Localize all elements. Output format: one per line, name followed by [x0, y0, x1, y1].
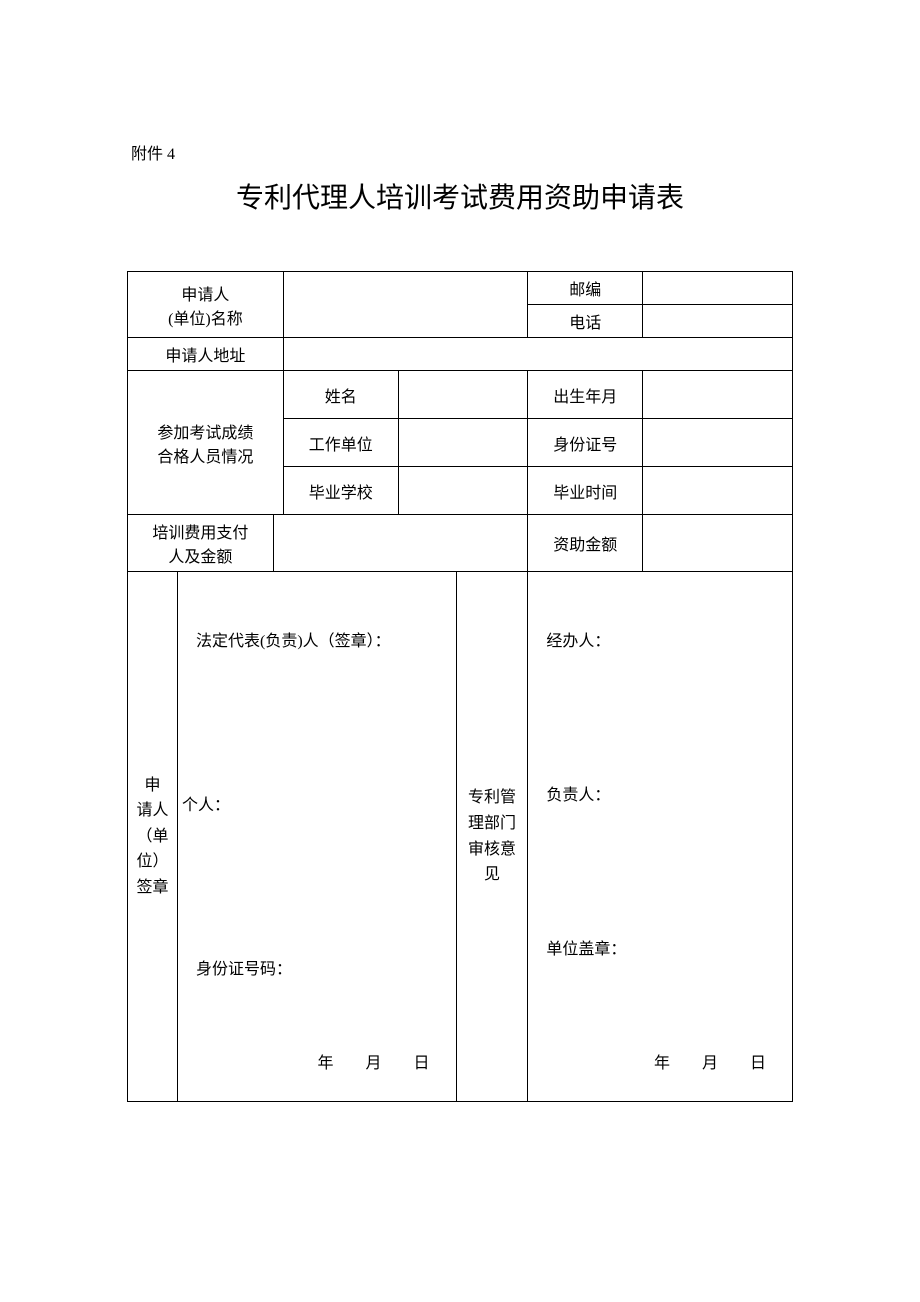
value-training-fee[interactable] — [273, 515, 528, 572]
individual-line: 个人： — [182, 791, 438, 815]
label-applicant-name: 申请人 (单位)名称 — [128, 272, 284, 338]
value-postal-code[interactable] — [643, 272, 793, 305]
right-date: 年 月 日 — [654, 1049, 774, 1073]
value-dob[interactable] — [643, 371, 793, 419]
label-dob: 出生年月 — [528, 371, 643, 419]
application-form-table: 申请人 (单位)名称 邮编 电话 申请人地址 参加考试成绩 合格人员情况 姓名 … — [127, 271, 793, 1102]
responsible-line: 负责人： — [546, 781, 774, 805]
handler-line: 经办人： — [546, 627, 774, 651]
value-phone[interactable] — [643, 305, 793, 338]
label-applicant-addr: 申请人地址 — [128, 338, 284, 371]
left-date: 年 月 日 — [317, 1049, 437, 1073]
legal-rep-line: 法定代表(负责)人（签章）： — [196, 627, 438, 651]
label-person-name: 姓名 — [283, 371, 398, 419]
value-person-name[interactable] — [398, 371, 528, 419]
value-grad-school[interactable] — [398, 467, 528, 515]
label-grad-school: 毕业学校 — [283, 467, 398, 515]
value-applicant-addr[interactable] — [283, 338, 792, 371]
label-grad-date: 毕业时间 — [528, 467, 643, 515]
label-id-no: 身份证号 — [528, 419, 643, 467]
label-dept-review: 专利管理部门审核意见 — [456, 572, 528, 1102]
label-work-unit: 工作单位 — [283, 419, 398, 467]
label-phone: 电话 — [528, 305, 643, 338]
label-training-fee: 培训费用支付 人及金额 — [128, 515, 274, 572]
label-exam-pass: 参加考试成绩 合格人员情况 — [128, 371, 284, 515]
label-subsidy-amount: 资助金额 — [528, 515, 643, 572]
unit-seal-line: 单位盖章： — [546, 935, 774, 959]
id-number-line: 身份证号码： — [196, 955, 438, 979]
value-grad-date[interactable] — [643, 467, 793, 515]
page-title: 专利代理人培训考试费用资助申请表 — [127, 176, 793, 216]
value-id-no[interactable] — [643, 419, 793, 467]
attachment-label: 附件 4 — [131, 140, 793, 164]
label-applicant-sig: 申 请人（单位）签章 — [128, 572, 178, 1102]
label-postal-code: 邮编 — [528, 272, 643, 305]
value-work-unit[interactable] — [398, 419, 528, 467]
value-applicant-name[interactable] — [283, 272, 528, 338]
applicant-sig-area[interactable]: 法定代表(负责)人（签章）： 个人： 身份证号码： 年 月 日 — [177, 572, 456, 1102]
value-subsidy-amount[interactable] — [643, 515, 793, 572]
dept-review-area[interactable]: 经办人： 负责人： 单位盖章： 年 月 日 — [528, 572, 793, 1102]
